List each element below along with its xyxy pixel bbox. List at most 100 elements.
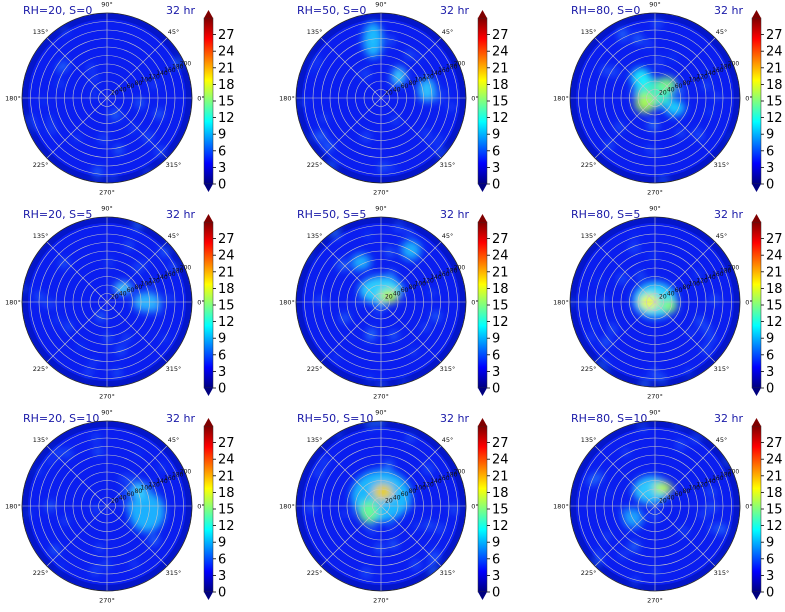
field-speckle <box>629 541 639 552</box>
radial-tick-label: 20 <box>385 294 393 301</box>
field-speckle <box>632 33 643 44</box>
field-blob <box>623 508 643 528</box>
colorbar-tick-label: 27 <box>218 436 235 451</box>
field-speckle <box>170 263 177 271</box>
angle-tick-label: 90° <box>649 1 661 9</box>
radial-tick-label: 80 <box>409 80 417 87</box>
radial-tick-label: 160 <box>438 475 450 482</box>
colorbar-tick-label: 18 <box>218 78 235 93</box>
field-speckle <box>92 434 99 441</box>
field-blob <box>418 78 436 102</box>
field-speckle <box>707 502 718 512</box>
radial-tick-label: 160 <box>712 67 724 74</box>
angle-tick-label: 0° <box>745 503 752 511</box>
field-speckle <box>130 560 138 568</box>
radial-tick-label: 40 <box>119 86 127 93</box>
colorbar-tick-label: 6 <box>492 348 500 363</box>
colorbar <box>751 17 762 185</box>
grid-spoke <box>654 241 716 303</box>
field-speckle <box>361 132 371 142</box>
field-speckle <box>708 524 717 532</box>
angle-tick-label: 315° <box>714 161 730 169</box>
grid-spoke <box>46 97 108 159</box>
angle-tick-label: 0° <box>471 503 478 511</box>
angle-tick-label: 270° <box>647 393 663 401</box>
polar-plot: 0°45°90°135°180°225°270°315°20 40 60 801001… <box>553 205 782 401</box>
colorbar-tick-label: 21 <box>492 61 509 76</box>
colorbar-tick-label: 0 <box>766 178 774 193</box>
grid-spoke <box>380 301 442 363</box>
colorbar-tick-label: 24 <box>766 45 783 60</box>
angle-tick-label: 315° <box>440 569 456 577</box>
angle-tick-label: 135° <box>33 28 49 36</box>
angle-tick-label: 90° <box>101 1 113 9</box>
field-speckle <box>375 421 384 427</box>
radial-tick-label: 120 <box>148 277 160 284</box>
field-speckle <box>160 465 165 471</box>
field-speckle <box>166 295 173 302</box>
angle-tick-label: 45° <box>716 232 728 240</box>
field-speckle <box>442 89 449 95</box>
angle-tick-label: 270° <box>647 597 663 605</box>
colorbar-tick-label: 9 <box>218 536 226 551</box>
radial-tick-label: 140 <box>156 274 168 281</box>
colorbar <box>203 425 214 593</box>
field-speckle <box>587 476 598 486</box>
angle-tick-label: 135° <box>581 28 597 36</box>
field-blob <box>657 77 677 91</box>
colorbar-tick-label: 0 <box>766 586 774 601</box>
panel-title: RH=80, S=5 <box>571 208 641 221</box>
field-speckle <box>360 69 370 79</box>
polar-panel: RH=80, S=5 32 hr 0° 45° 90° 135° 180° 225° 270° 3… <box>548 204 785 408</box>
field-speckle <box>394 221 404 232</box>
angle-tick-label: 315° <box>440 365 456 373</box>
radial-tick-label: 20 <box>111 294 119 301</box>
colorbar-tick-label: 27 <box>766 28 783 43</box>
polar-border <box>569 420 741 592</box>
panel-time-label: 32 hr <box>166 4 195 17</box>
radial-tick-label: 60 <box>127 287 135 294</box>
radial-tick-label: 180 <box>172 268 184 275</box>
field-speckle <box>361 568 371 579</box>
field-speckle <box>422 130 430 138</box>
radial-tick-label: 140 <box>156 478 168 485</box>
field-blob <box>363 22 383 58</box>
angle-tick-label: 225° <box>33 161 49 169</box>
radial-tick-label: 200 <box>454 264 466 271</box>
radial-tick-label: 100 <box>689 77 701 84</box>
angle-tick-label: 180° <box>553 299 569 307</box>
field-speckle <box>676 440 686 450</box>
radial-tick-label: 40 <box>393 494 401 501</box>
panel-title: RH=80, S=0 <box>571 4 641 17</box>
radial-tick-label: 20 <box>111 498 119 505</box>
colorbar-extend-max <box>752 418 761 426</box>
polar-border <box>569 216 741 388</box>
colorbar-tick-label: 12 <box>492 111 509 126</box>
colorbar-extend-min <box>478 184 487 192</box>
colorbar <box>477 425 488 593</box>
angle-tick-label: 45° <box>442 436 454 444</box>
colorbar-tick-label: 0 <box>218 586 226 601</box>
grid-spoke <box>380 37 442 99</box>
radial-tick-label: 180 <box>446 268 458 275</box>
radial-tick-label: 120 <box>696 277 708 284</box>
field-speckle <box>340 313 350 323</box>
field-speckle <box>320 458 329 467</box>
radial-tick-label: 60 <box>401 287 409 294</box>
polar-plot: 0°45°90°135°180°225°270°315°20 40 60 801001… <box>553 409 782 605</box>
field-speckle <box>64 449 72 457</box>
field-blob <box>359 500 379 524</box>
field-speckle <box>707 108 713 115</box>
field-speckle <box>702 345 710 353</box>
field-speckle <box>658 375 666 383</box>
field-speckle <box>655 56 662 63</box>
field-speckle <box>604 533 610 539</box>
field-speckle <box>405 51 413 59</box>
grid-spoke <box>380 241 442 303</box>
colorbar-tick-label: 18 <box>766 78 783 93</box>
field-speckle <box>705 488 714 496</box>
field-speckle <box>123 487 133 497</box>
colorbar-tick-label: 3 <box>492 569 500 584</box>
colorbar-tick-label: 0 <box>492 586 500 601</box>
field-speckle <box>389 331 398 340</box>
